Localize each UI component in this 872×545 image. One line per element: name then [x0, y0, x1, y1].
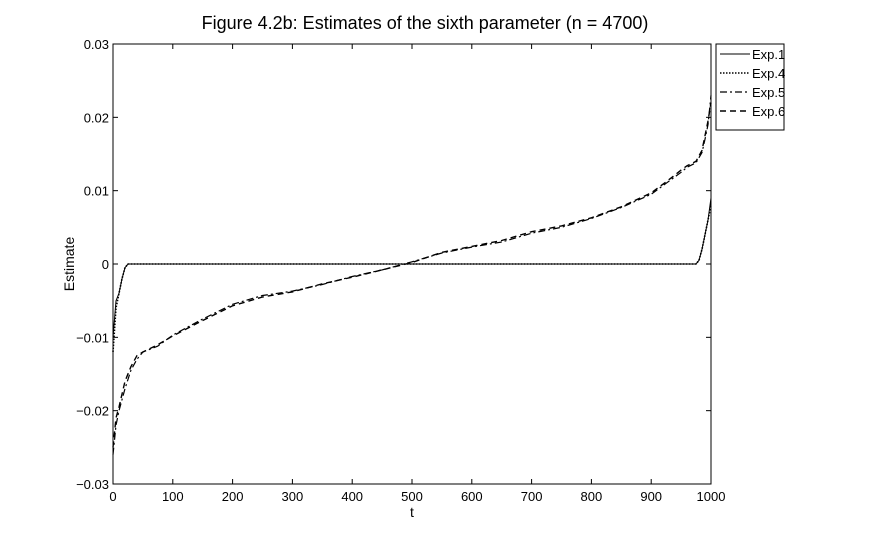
x-tick-label: 400 — [341, 489, 363, 504]
y-axis: −0.03 −0.02 −0.01 0 0.01 0.02 0.03 — [76, 37, 711, 492]
y-tick-label: −0.02 — [76, 404, 109, 419]
y-tick-label: −0.01 — [76, 330, 109, 345]
series-line-exp-1 — [112, 197, 712, 338]
x-tick-label: 800 — [581, 489, 603, 504]
y-tick-label: 0 — [102, 257, 109, 272]
x-tick-label: 1000 — [697, 489, 726, 504]
legend-box — [715, 43, 785, 131]
y-tick-label: −0.03 — [76, 477, 109, 492]
series-lines — [112, 95, 712, 455]
series-line-exp-6 — [112, 102, 712, 448]
legend-label: Exp.5 — [752, 85, 785, 100]
x-tick-label: 0 — [109, 489, 116, 504]
x-tick-label: 900 — [640, 489, 662, 504]
x-axis: 0 100 200 300 400 500 600 700 800 900 1000 — [109, 44, 725, 504]
chart-title: Figure 4.2b: Estimates of the sixth para… — [202, 13, 649, 33]
y-tick-label: 0.02 — [84, 110, 109, 125]
legend-label: Exp.4 — [752, 66, 785, 81]
x-tick-label: 300 — [282, 489, 304, 504]
legend-label: Exp.6 — [752, 104, 785, 119]
plot-area: 0 100 200 300 400 500 600 700 800 900 1000 −0.03−0… — [76, 37, 725, 504]
y-axis-label: Estimate — [61, 237, 77, 292]
series-line-exp-5 — [112, 95, 712, 455]
series-line-exp-4 — [112, 205, 712, 353]
x-tick-label: 600 — [461, 489, 483, 504]
y-tick-label: 0.03 — [84, 37, 109, 52]
x-tick-label: 200 — [222, 489, 244, 504]
legend: Exp.1 Exp.4 Exp.5 Exp.6 — [715, 43, 785, 131]
legend-label: Exp.1 — [752, 47, 785, 62]
x-axis-label: t — [410, 504, 414, 520]
y-tick-label: 0.01 — [84, 184, 109, 199]
x-tick-label: 100 — [162, 489, 184, 504]
x-tick-label: 500 — [401, 489, 423, 504]
x-tick-label: 700 — [521, 489, 543, 504]
